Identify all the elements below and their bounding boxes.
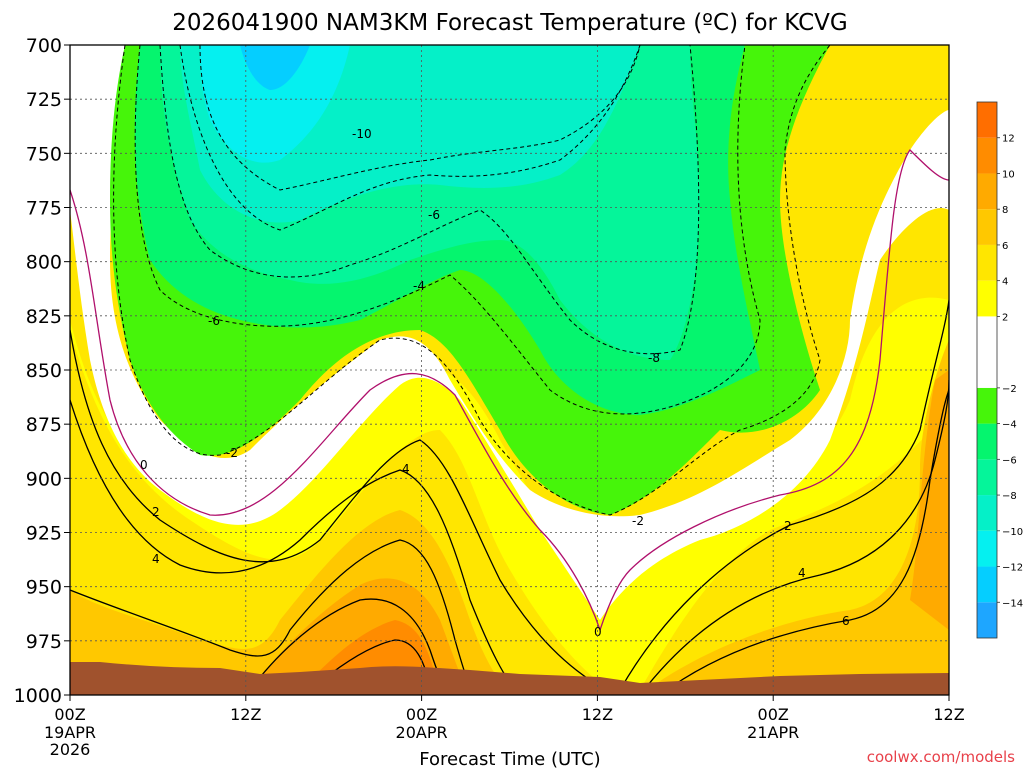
contour-minus10 bbox=[179, 45, 641, 231]
x-tick-label: 00Z bbox=[54, 705, 85, 724]
contour-label: 0 bbox=[594, 625, 602, 639]
source-annotation: coolwx.com/models bbox=[867, 748, 1015, 766]
y-tick-label: 875 bbox=[26, 414, 62, 436]
temp-region-minus12to10 bbox=[200, 45, 350, 163]
contour-label-group: -10 -6 -4 -6 -8 -2 -2 0 0 2 2 4 4 6 4 bbox=[140, 127, 850, 639]
contour-label: 4 bbox=[798, 566, 806, 580]
colorbar-label: 2 bbox=[1002, 312, 1008, 323]
colorbar-label: −10 bbox=[1002, 527, 1023, 538]
contour-label: -4 bbox=[413, 279, 425, 293]
colorbar-label: −2 bbox=[1002, 384, 1017, 395]
colorbar-bin bbox=[977, 530, 997, 567]
contour-six bbox=[70, 389, 949, 695]
colorbar-label: −4 bbox=[1002, 420, 1017, 431]
y-tick-label: 900 bbox=[26, 468, 62, 490]
x-tick-sublabel: 19APR bbox=[44, 723, 96, 742]
x-tick-label: 12Z bbox=[230, 705, 261, 724]
temp-region-6to8-right bbox=[640, 340, 949, 695]
colorbar-bin bbox=[977, 459, 997, 496]
contour-label: -2 bbox=[632, 514, 644, 528]
y-tick-label: 950 bbox=[26, 577, 62, 599]
y-tick-label: 825 bbox=[26, 306, 62, 328]
y-axis: 700 725 750 775 800 825 850 875 900 925 950 975 1000 bbox=[14, 35, 70, 707]
colorbar-label: 12 bbox=[1002, 134, 1015, 145]
colorbar-bin bbox=[977, 566, 997, 603]
x-tick-label: 12Z bbox=[582, 705, 613, 724]
y-tick-label: 850 bbox=[26, 360, 62, 382]
temp-region-minus14to12 bbox=[240, 45, 310, 90]
colorbar-label: −8 bbox=[1002, 491, 1017, 502]
x-tick-label: 00Z bbox=[406, 705, 437, 724]
y-tick-label: 1000 bbox=[14, 685, 62, 707]
contour-label: -10 bbox=[352, 127, 372, 141]
colorbar-bin bbox=[977, 244, 997, 281]
contour-minus6 bbox=[159, 45, 700, 355]
contour-label: 2 bbox=[152, 505, 160, 519]
grid bbox=[70, 45, 949, 695]
colorbar-bin bbox=[977, 102, 997, 138]
x-tick-sublabel: 20APR bbox=[396, 723, 448, 742]
chart-title: 2026041900 NAM3KM Forecast Temperature (… bbox=[172, 10, 847, 36]
contour-minus4 bbox=[134, 45, 761, 415]
colorbar-label: 4 bbox=[1002, 277, 1008, 288]
colorbar-bin bbox=[977, 209, 997, 245]
colorbar-bin bbox=[977, 280, 997, 317]
contour-two bbox=[70, 299, 949, 691]
x-tick-sublabel: 21APR bbox=[747, 723, 799, 742]
x-tick-label: 12Z bbox=[933, 705, 964, 724]
colorbar-bin bbox=[977, 173, 997, 210]
colorbar-bin bbox=[977, 495, 997, 531]
contour-minus8 bbox=[199, 45, 641, 191]
y-tick-label: 750 bbox=[26, 143, 62, 165]
contour-lines-dashed bbox=[113, 45, 831, 516]
colorbar-label: −12 bbox=[1002, 563, 1023, 574]
colorbar-label: 8 bbox=[1002, 205, 1008, 216]
colorbar-label: 10 bbox=[1002, 169, 1015, 180]
plot-area: -10 -6 -4 -6 -8 -2 -2 0 0 2 2 4 4 6 4 bbox=[70, 45, 949, 695]
y-tick-label: 775 bbox=[26, 198, 62, 220]
y-tick-label: 975 bbox=[26, 631, 62, 653]
colorbar-label: 6 bbox=[1002, 241, 1008, 252]
ground-area bbox=[70, 662, 949, 695]
colorbar-frame bbox=[976, 101, 998, 639]
y-tick-label: 700 bbox=[26, 35, 62, 57]
x-axis-title: Forecast Time (UTC) bbox=[419, 749, 600, 768]
contour-label: -8 bbox=[648, 351, 660, 365]
contour-minus2 bbox=[113, 45, 831, 516]
colorbar-bin bbox=[977, 602, 997, 638]
contour-label: 4 bbox=[402, 462, 410, 476]
contour-label: -6 bbox=[428, 208, 440, 222]
contour-four bbox=[70, 379, 949, 695]
y-tick-label: 925 bbox=[26, 523, 62, 545]
temp-region-8to10-right bbox=[910, 370, 949, 630]
contour-label: 2 bbox=[784, 519, 792, 533]
y-tick-label: 800 bbox=[26, 252, 62, 274]
colorbar-bin bbox=[977, 423, 997, 460]
contour-label: 6 bbox=[842, 614, 850, 628]
contour-zero bbox=[70, 149, 949, 633]
colorbar-bin bbox=[977, 316, 997, 388]
colorbar-label: −14 bbox=[1002, 598, 1023, 609]
contour-label: 0 bbox=[140, 458, 148, 472]
colorbar-bin bbox=[977, 137, 997, 174]
x-tick-sublabel: 2026 bbox=[50, 740, 91, 759]
y-tick-label: 725 bbox=[26, 89, 62, 111]
temp-region-2to4 bbox=[70, 297, 949, 690]
colorbar: −14 −12 −10 −8 −6 −4 −2 2 4 6 8 10 12 bbox=[976, 101, 1023, 639]
colorbar-label: −6 bbox=[1002, 455, 1017, 466]
contour-label: -6 bbox=[208, 314, 220, 328]
colorbar-bin bbox=[977, 387, 997, 424]
x-tick-label: 00Z bbox=[758, 705, 789, 724]
contour-label: -2 bbox=[226, 446, 238, 460]
contour-label: 4 bbox=[152, 552, 160, 566]
